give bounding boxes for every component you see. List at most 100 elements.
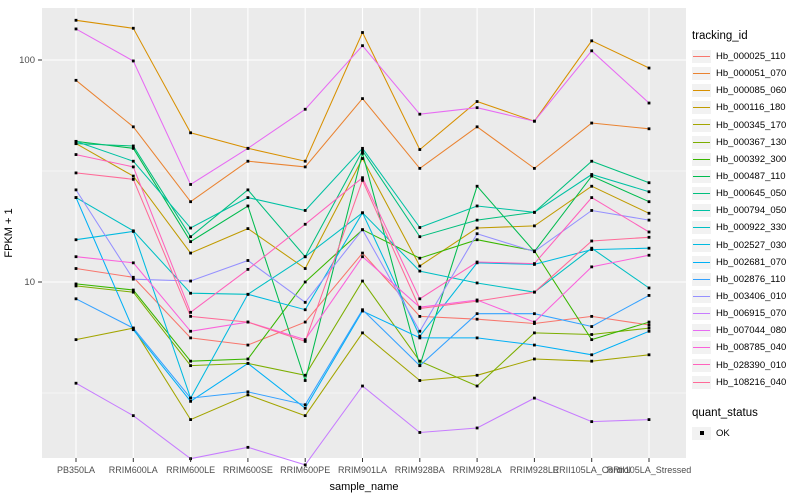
data-point [131,144,135,148]
legend-point-icon [699,431,704,436]
legend-line-icon [693,158,710,160]
data-point [246,361,250,365]
data-point [131,261,135,265]
data-point [418,314,422,318]
legend-item-label: Hb_000085_060 [716,85,787,97]
data-point [74,196,78,199]
data-point [418,112,422,116]
legend-title-quant-status: quant_status [692,406,758,419]
data-point [475,384,479,388]
data-point [131,59,135,63]
data-point [590,239,594,243]
legend-item-Hb_000794_050: Hb_000794_050 [692,202,800,219]
data-point [189,359,192,363]
data-point [418,166,422,170]
x-tick-label: RRIM928LE [510,465,559,475]
x-tick-label: RRII105LA_Control [553,465,631,475]
data-point [590,159,594,163]
data-point [131,177,135,181]
data-point [189,235,192,239]
legend-item-label: Hb_002527_030 [716,239,787,251]
data-point [590,353,594,357]
legend-key-swatch [692,187,711,201]
data-point [647,66,651,70]
data-point [647,418,651,421]
legend-line-icon [693,193,710,194]
data-point [131,125,135,129]
data-point [647,286,651,290]
legend-line-icon [693,364,710,366]
legend-item-Hb_008785_040: Hb_008785_040 [692,339,800,356]
legend-item-label: Hb_002681_070 [716,256,787,268]
legend-item-Hb_000085_060: Hb_000085_060 [692,82,800,99]
data-point [418,297,422,301]
legend-item-label: Hb_108216_040 [716,376,787,388]
data-point [189,329,192,333]
data-point [361,228,364,232]
data-point [475,204,479,208]
data-point [74,153,78,156]
legend-item-Hb_002876_110: Hb_002876_110 [692,271,800,288]
data-point [533,320,536,324]
data-point [647,211,651,215]
data-point [131,230,135,233]
data-point [647,246,651,250]
legend-line-icon [693,124,710,126]
data-point [533,312,536,316]
legend-item-label: Hb_028390_010 [716,359,787,371]
legend-item-quant-OK: OK [692,425,800,442]
data-point [131,174,135,178]
data-point [361,31,364,34]
legend-item-Hb_000367_130: Hb_000367_130 [692,134,800,151]
data-point [590,174,594,178]
data-point [361,178,364,182]
legend-key-swatch [692,358,711,372]
legend-key-swatch [692,152,711,166]
data-point [475,426,479,430]
data-point [361,384,364,388]
data-point [418,336,422,340]
data-point [361,308,364,312]
legend-key-swatch [692,221,711,235]
data-point [74,18,78,22]
data-point [647,353,651,357]
data-point [647,253,651,257]
legend-item-Hb_002527_030: Hb_002527_030 [692,237,800,254]
x-tick-label: RRIM600SE [223,465,273,475]
legend-line-icon [693,244,710,246]
legend-key-swatch [692,375,711,389]
data-point [533,210,536,214]
data-point [189,399,192,403]
legend-key-swatch [692,238,711,252]
data-point [246,227,250,230]
legend-item-Hb_000487_110: Hb_000487_110 [692,168,800,185]
x-tick-label: RRIM928LA [453,465,502,475]
y-axis-title: FPKM + 1 [3,208,15,258]
data-point [533,343,536,347]
data-point [361,151,364,155]
legend-item-label: Hb_003406_010 [716,291,787,303]
data-point [590,359,594,363]
legend-line-icon [693,107,710,109]
data-point [533,290,536,294]
legend-line-icon [693,210,710,212]
data-point [131,277,135,281]
legend-line-icon [693,175,710,177]
data-point [361,331,364,335]
data-point [131,414,135,418]
legend-key-swatch [692,307,711,321]
data-point [647,200,651,204]
legend-key-swatch [692,135,711,149]
data-point [131,328,135,332]
data-point [647,329,651,333]
data-point [647,326,651,330]
data-point [590,314,594,318]
data-point [74,381,78,385]
data-point [590,173,594,176]
data-point [475,299,479,303]
data-point [303,280,307,284]
legend-item-Hb_006915_070: Hb_006915_070 [692,305,800,322]
x-tick-label: RRIM600LE [166,465,215,475]
data-point [418,226,422,229]
